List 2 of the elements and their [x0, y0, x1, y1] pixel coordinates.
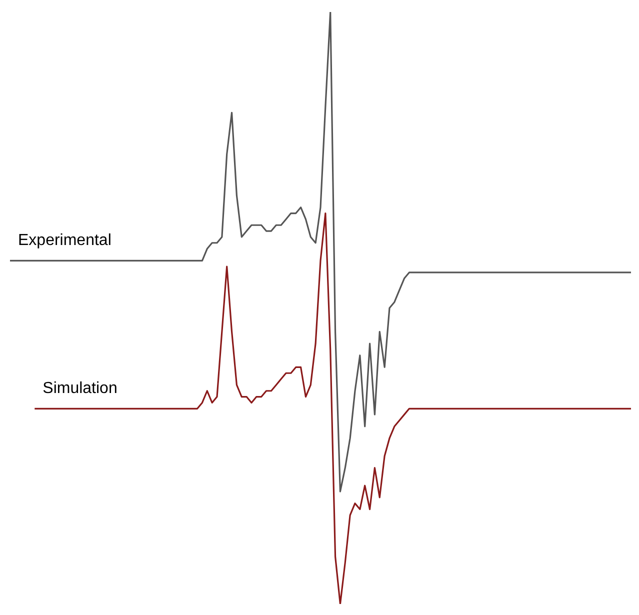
series-label: Experimental — [18, 232, 112, 250]
series-label: Simulation — [42, 380, 118, 398]
